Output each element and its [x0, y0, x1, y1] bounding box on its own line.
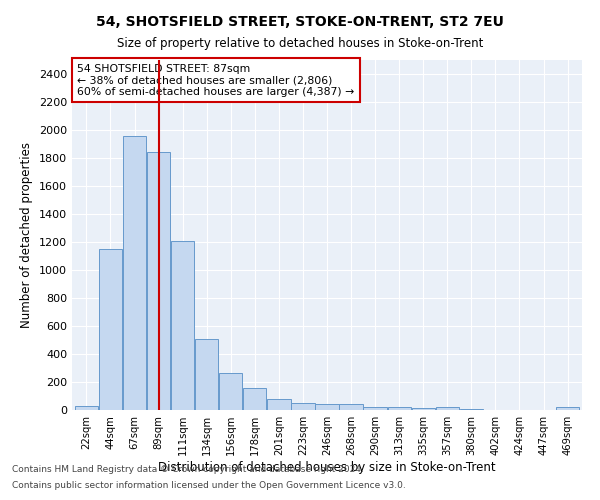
Bar	[388, 407, 411, 410]
Bar	[291, 403, 314, 410]
Text: Size of property relative to detached houses in Stoke-on-Trent: Size of property relative to detached ho…	[117, 38, 483, 51]
Text: 54, SHOTSFIELD STREET, STOKE-ON-TRENT, ST2 7EU: 54, SHOTSFIELD STREET, STOKE-ON-TRENT, S…	[96, 15, 504, 29]
Bar	[75, 406, 98, 410]
Bar	[412, 408, 435, 410]
Text: Contains HM Land Registry data © Crown copyright and database right 2024.: Contains HM Land Registry data © Crown c…	[12, 466, 364, 474]
Bar	[219, 373, 242, 410]
Bar	[171, 240, 194, 410]
Bar	[123, 136, 146, 410]
Bar	[243, 388, 266, 410]
Bar	[340, 404, 363, 410]
Text: Contains public sector information licensed under the Open Government Licence v3: Contains public sector information licen…	[12, 480, 406, 490]
Bar	[99, 249, 122, 410]
Text: 54 SHOTSFIELD STREET: 87sqm
← 38% of detached houses are smaller (2,806)
60% of : 54 SHOTSFIELD STREET: 87sqm ← 38% of det…	[77, 64, 355, 96]
Bar	[267, 399, 290, 410]
X-axis label: Distribution of detached houses by size in Stoke-on-Trent: Distribution of detached houses by size …	[158, 461, 496, 474]
Bar	[316, 404, 338, 410]
Bar	[364, 407, 387, 410]
Y-axis label: Number of detached properties: Number of detached properties	[20, 142, 34, 328]
Bar	[556, 407, 579, 410]
Bar	[436, 407, 459, 410]
Bar	[147, 152, 170, 410]
Bar	[195, 338, 218, 410]
